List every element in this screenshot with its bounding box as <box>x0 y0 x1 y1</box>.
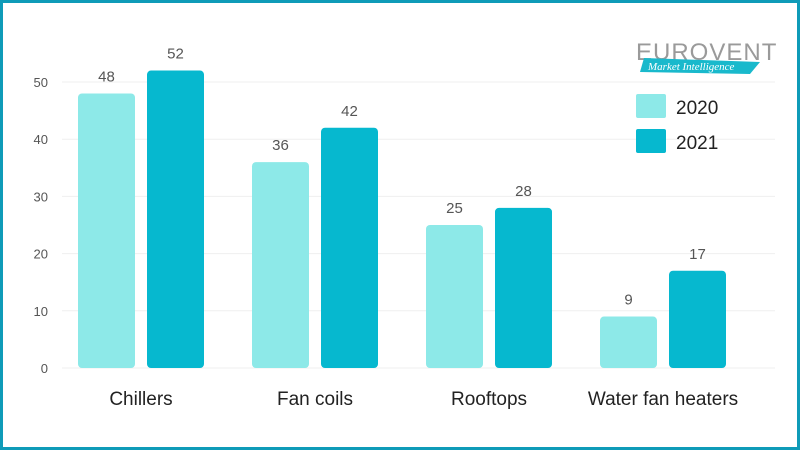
category-label: Chillers <box>109 389 172 410</box>
logo-swoosh <box>640 58 760 74</box>
bar-2021-chillers <box>147 70 204 368</box>
legend-label-2020: 2020 <box>676 98 718 119</box>
y-axis-ticks: 0 10 20 30 40 50 <box>34 75 48 376</box>
bar-2021-water-fan-heaters <box>669 270 726 368</box>
data-label: 25 <box>446 200 463 217</box>
y-tick-label: 50 <box>34 75 48 90</box>
data-labels: 48 52 36 42 25 28 9 17 <box>98 46 706 309</box>
y-tick-label: 20 <box>34 247 48 262</box>
category-label: Rooftops <box>451 389 527 410</box>
y-tick-label: 10 <box>34 304 48 319</box>
data-label: 28 <box>515 183 532 200</box>
category-label: Water fan heaters <box>588 389 738 410</box>
legend-swatch-2020 <box>636 94 666 118</box>
y-tick-label: 40 <box>34 132 48 147</box>
legend-swatch-2021 <box>636 129 666 153</box>
logo-tagline: Market Intelligence <box>647 61 735 73</box>
data-label: 52 <box>167 46 184 63</box>
data-label: 36 <box>272 137 289 154</box>
legend-label-2021: 2021 <box>676 133 718 154</box>
bar-2021-rooftops <box>495 207 552 368</box>
category-labels: Chillers Fan coils Rooftops Water fan heate… <box>109 389 738 410</box>
eurovent-logo: EUROVENT Market Intelligence <box>636 39 776 74</box>
bars <box>78 70 726 368</box>
y-tick-label: 30 <box>34 189 48 204</box>
bar-2020-chillers <box>78 93 135 368</box>
legend: 2020 2021 <box>636 94 718 154</box>
bar-2020-fan-coils <box>252 162 309 368</box>
bar-2020-water-fan-heaters <box>600 316 657 368</box>
data-label: 9 <box>624 292 632 309</box>
data-label: 48 <box>98 68 115 85</box>
y-tick-label: 0 <box>41 361 48 376</box>
category-label: Fan coils <box>277 389 353 410</box>
data-label: 42 <box>341 103 358 120</box>
bar-2021-fan-coils <box>321 127 378 368</box>
bar-2020-rooftops <box>426 225 483 368</box>
data-label: 17 <box>689 246 706 263</box>
